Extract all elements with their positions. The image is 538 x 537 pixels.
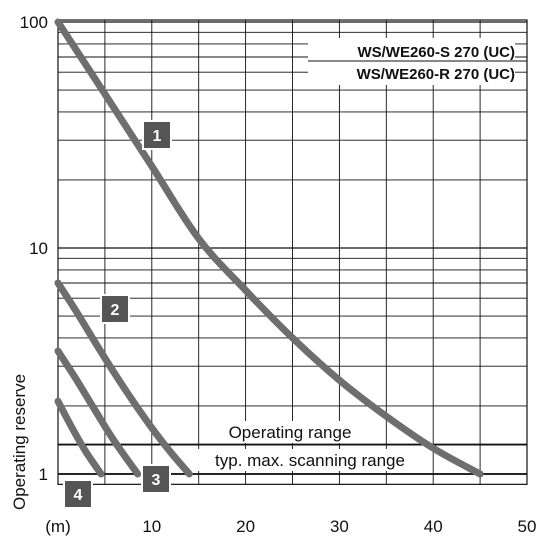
annotation-background bbox=[215, 421, 365, 443]
curve-2 bbox=[54, 279, 193, 478]
legend-entry-s: WS/WE260-S 270 (UC) bbox=[357, 44, 515, 61]
curve-4 bbox=[54, 397, 105, 478]
y-tick-label: 10 bbox=[29, 239, 48, 258]
curves bbox=[54, 18, 484, 478]
curve-3 bbox=[54, 347, 142, 478]
x-tick-label: 30 bbox=[330, 517, 349, 536]
y-tick-label: 1 bbox=[39, 465, 48, 484]
curve-badge-4: 4 bbox=[63, 479, 93, 509]
badge-box bbox=[142, 120, 172, 150]
badge-box bbox=[63, 479, 93, 509]
axis-ticks: 1 10 100 10 20 30 40 50 (m) bbox=[20, 13, 537, 536]
operating-range-label: Operating range bbox=[229, 423, 352, 442]
legend-entry-r: WS/WE260-R 270 (UC) bbox=[357, 66, 515, 83]
curve-1 bbox=[54, 18, 484, 478]
y-tick-label: 100 bbox=[20, 13, 48, 32]
badge-label: 4 bbox=[74, 487, 83, 504]
curve-badge-2: 2 bbox=[100, 294, 130, 324]
x-tick-label: 10 bbox=[142, 517, 161, 536]
legend: WS/WE260-S 270 (UC) WS/WE260-R 270 (UC) bbox=[308, 38, 527, 85]
x-tick-label: 20 bbox=[236, 517, 255, 536]
badge-box bbox=[100, 294, 130, 324]
badge-box bbox=[141, 464, 171, 494]
badge-label: 3 bbox=[152, 472, 161, 489]
curve-badges: 1 2 3 4 bbox=[63, 120, 172, 509]
grid bbox=[57, 19, 528, 485]
annotation-background bbox=[198, 449, 423, 471]
badge-label: 2 bbox=[111, 302, 120, 319]
reference-lines bbox=[58, 421, 527, 475]
curve-badge-3: 3 bbox=[141, 464, 171, 494]
scanning-range-label: typ. max. scanning range bbox=[215, 451, 405, 470]
badge-label: 1 bbox=[153, 128, 162, 145]
annotations: Operating range typ. max. scanning range bbox=[215, 423, 405, 470]
curve-badge-1: 1 bbox=[142, 120, 172, 150]
x-axis-unit-label: (m) bbox=[45, 517, 70, 536]
x-tick-label: 40 bbox=[424, 517, 443, 536]
x-tick-label: 50 bbox=[518, 517, 537, 536]
y-axis-label: Operating reserve bbox=[10, 374, 29, 510]
plot-frame bbox=[57, 19, 528, 485]
